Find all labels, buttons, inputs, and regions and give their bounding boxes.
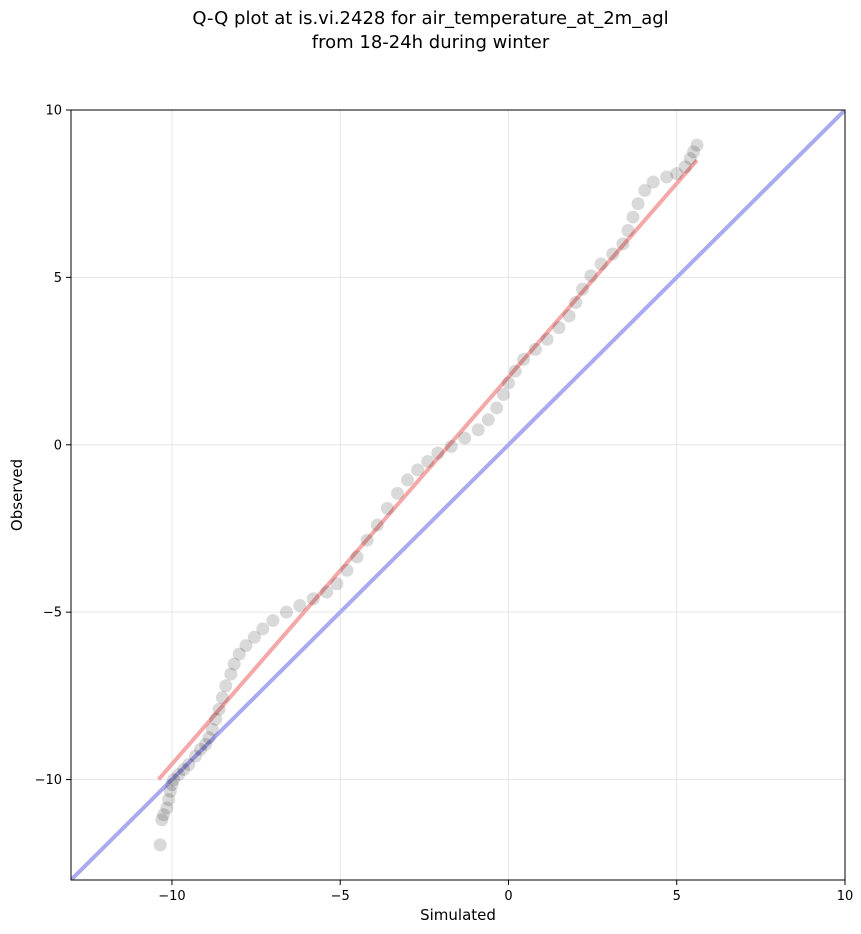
data-point [646,175,660,189]
data-point [517,352,531,366]
data-point [670,167,684,181]
data-point [153,838,167,852]
data-point [569,296,583,309]
data-point [350,550,364,564]
data-point [528,342,542,356]
data-point [199,737,213,751]
data-point [165,778,179,792]
y-tick-label: −10 [35,773,62,788]
data-point [172,768,186,782]
reference-line [71,110,845,880]
y-tick-label: −5 [43,606,62,621]
data-point [224,667,238,681]
data-point [177,763,191,777]
y-axis-label: Observed [8,459,26,531]
data-point [490,401,504,415]
data-point [496,388,510,402]
data-point [219,679,233,693]
y-tick-label: 5 [54,271,62,286]
data-point [320,585,334,599]
x-tick-label: 0 [504,889,512,904]
data-point [687,145,701,159]
x-tick-label: −10 [158,889,185,904]
data-point [621,224,635,238]
data-point [606,247,620,261]
data-point [626,210,640,224]
data-point [194,742,208,756]
x-axis-label: Simulated [420,906,496,924]
data-point [247,630,261,644]
data-point [683,152,697,166]
data-point [401,473,415,487]
data-point [690,138,704,152]
data-point [212,702,226,716]
data-point [157,808,171,822]
reference-line-group [71,110,845,880]
data-points [153,138,704,852]
chart-title-line-2: from 18-24h during winter [311,32,550,53]
data-point [167,773,181,787]
data-point [421,455,435,469]
data-point [552,321,566,335]
data-point [205,722,219,736]
data-point [266,614,280,628]
data-point [330,577,344,591]
data-point [594,257,608,271]
data-point [444,439,458,453]
data-point [584,269,598,283]
data-point [293,598,307,612]
data-point [380,501,394,515]
data-point [638,183,652,197]
data-point [616,237,630,251]
data-point [155,813,169,827]
data-point [508,364,522,378]
data-point [501,376,515,390]
data-point [540,332,554,346]
data-point [360,533,374,547]
data-point [279,605,293,619]
data-point [209,712,223,726]
y-axis: −10 −5 0 5 10 [35,104,71,788]
chart-title-line-1: Q-Q plot at is.vi.2428 for air_temperatu… [192,8,669,29]
data-point [411,463,425,477]
data-point [227,657,241,671]
data-point [232,647,246,661]
data-point [256,622,270,636]
data-point [182,758,196,771]
data-point [370,518,384,532]
data-point [660,170,674,184]
fit-line [156,158,699,781]
x-tick-label: 5 [673,889,681,904]
x-axis: −10 −5 0 5 10 [158,880,853,904]
fit-line-group [156,158,699,781]
x-tick-label: −5 [331,889,350,904]
data-point [189,749,203,763]
data-point [160,801,174,815]
data-point [162,793,176,807]
y-tick-label: 0 [54,438,62,453]
data-point [631,197,645,211]
data-point [202,731,216,745]
data-point [340,563,354,577]
data-point [163,784,177,798]
data-point [215,691,229,705]
data-point [678,160,692,174]
data-point [239,639,253,653]
data-point [481,413,495,427]
x-tick-label: 10 [837,889,854,904]
data-point [576,282,590,296]
data-point [562,309,576,323]
data-point [390,486,404,500]
y-tick-label: 10 [45,104,62,119]
data-point [306,592,320,606]
data-point [471,423,485,437]
plot-frame [70,109,846,881]
data-point [458,431,472,445]
data-point [431,446,445,460]
